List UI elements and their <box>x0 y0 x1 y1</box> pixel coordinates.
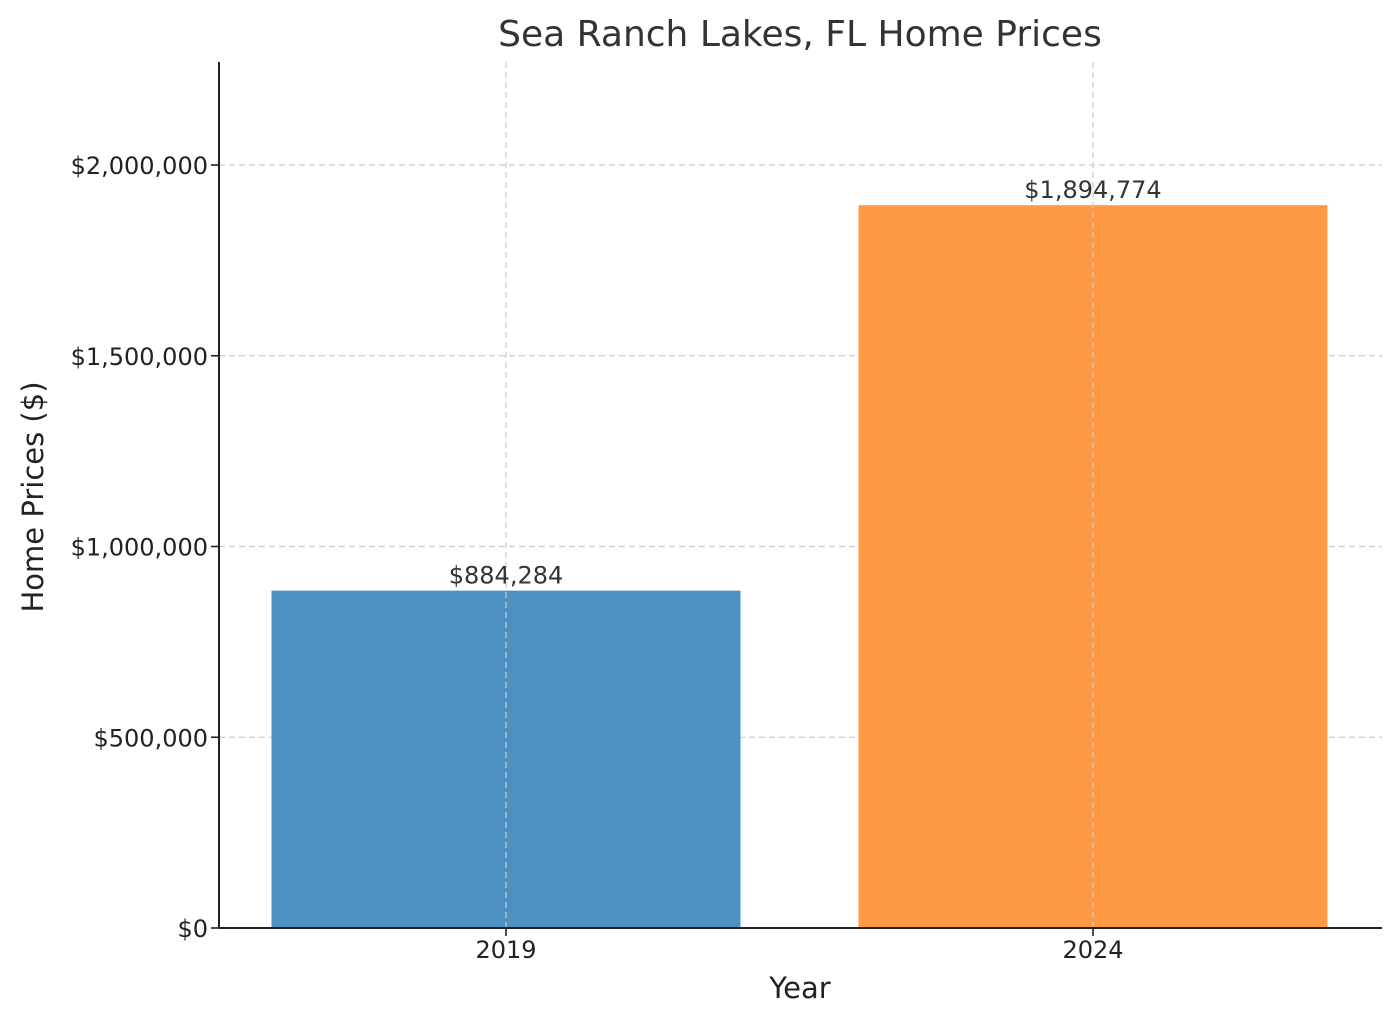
x-tick-label: 2024 <box>1062 936 1123 964</box>
bars <box>271 205 1328 928</box>
vertical-grid-lines <box>505 62 1094 928</box>
labels: $0 $500,000 $1,000,000 $1,500,000 $2,000,000… <box>71 152 1162 964</box>
axes <box>211 62 1382 936</box>
y-tick-label: $2,000,000 <box>71 152 208 180</box>
bar-value-label: $884,284 <box>449 562 564 590</box>
y-tick-label: $0 <box>177 915 208 943</box>
chart-title: Sea Ranch Lakes, FL Home Prices <box>498 14 1102 55</box>
y-tick-label: $1,500,000 <box>71 343 208 371</box>
y-tick-label: $1,000,000 <box>71 534 208 562</box>
bar-value-label: $1,894,774 <box>1024 176 1161 204</box>
y-tick-label: $500,000 <box>93 724 208 752</box>
y-axis-label: Home Prices ($) <box>16 381 50 612</box>
x-axis-label: Year <box>768 971 830 1005</box>
x-tick-label: 2019 <box>475 936 536 964</box>
